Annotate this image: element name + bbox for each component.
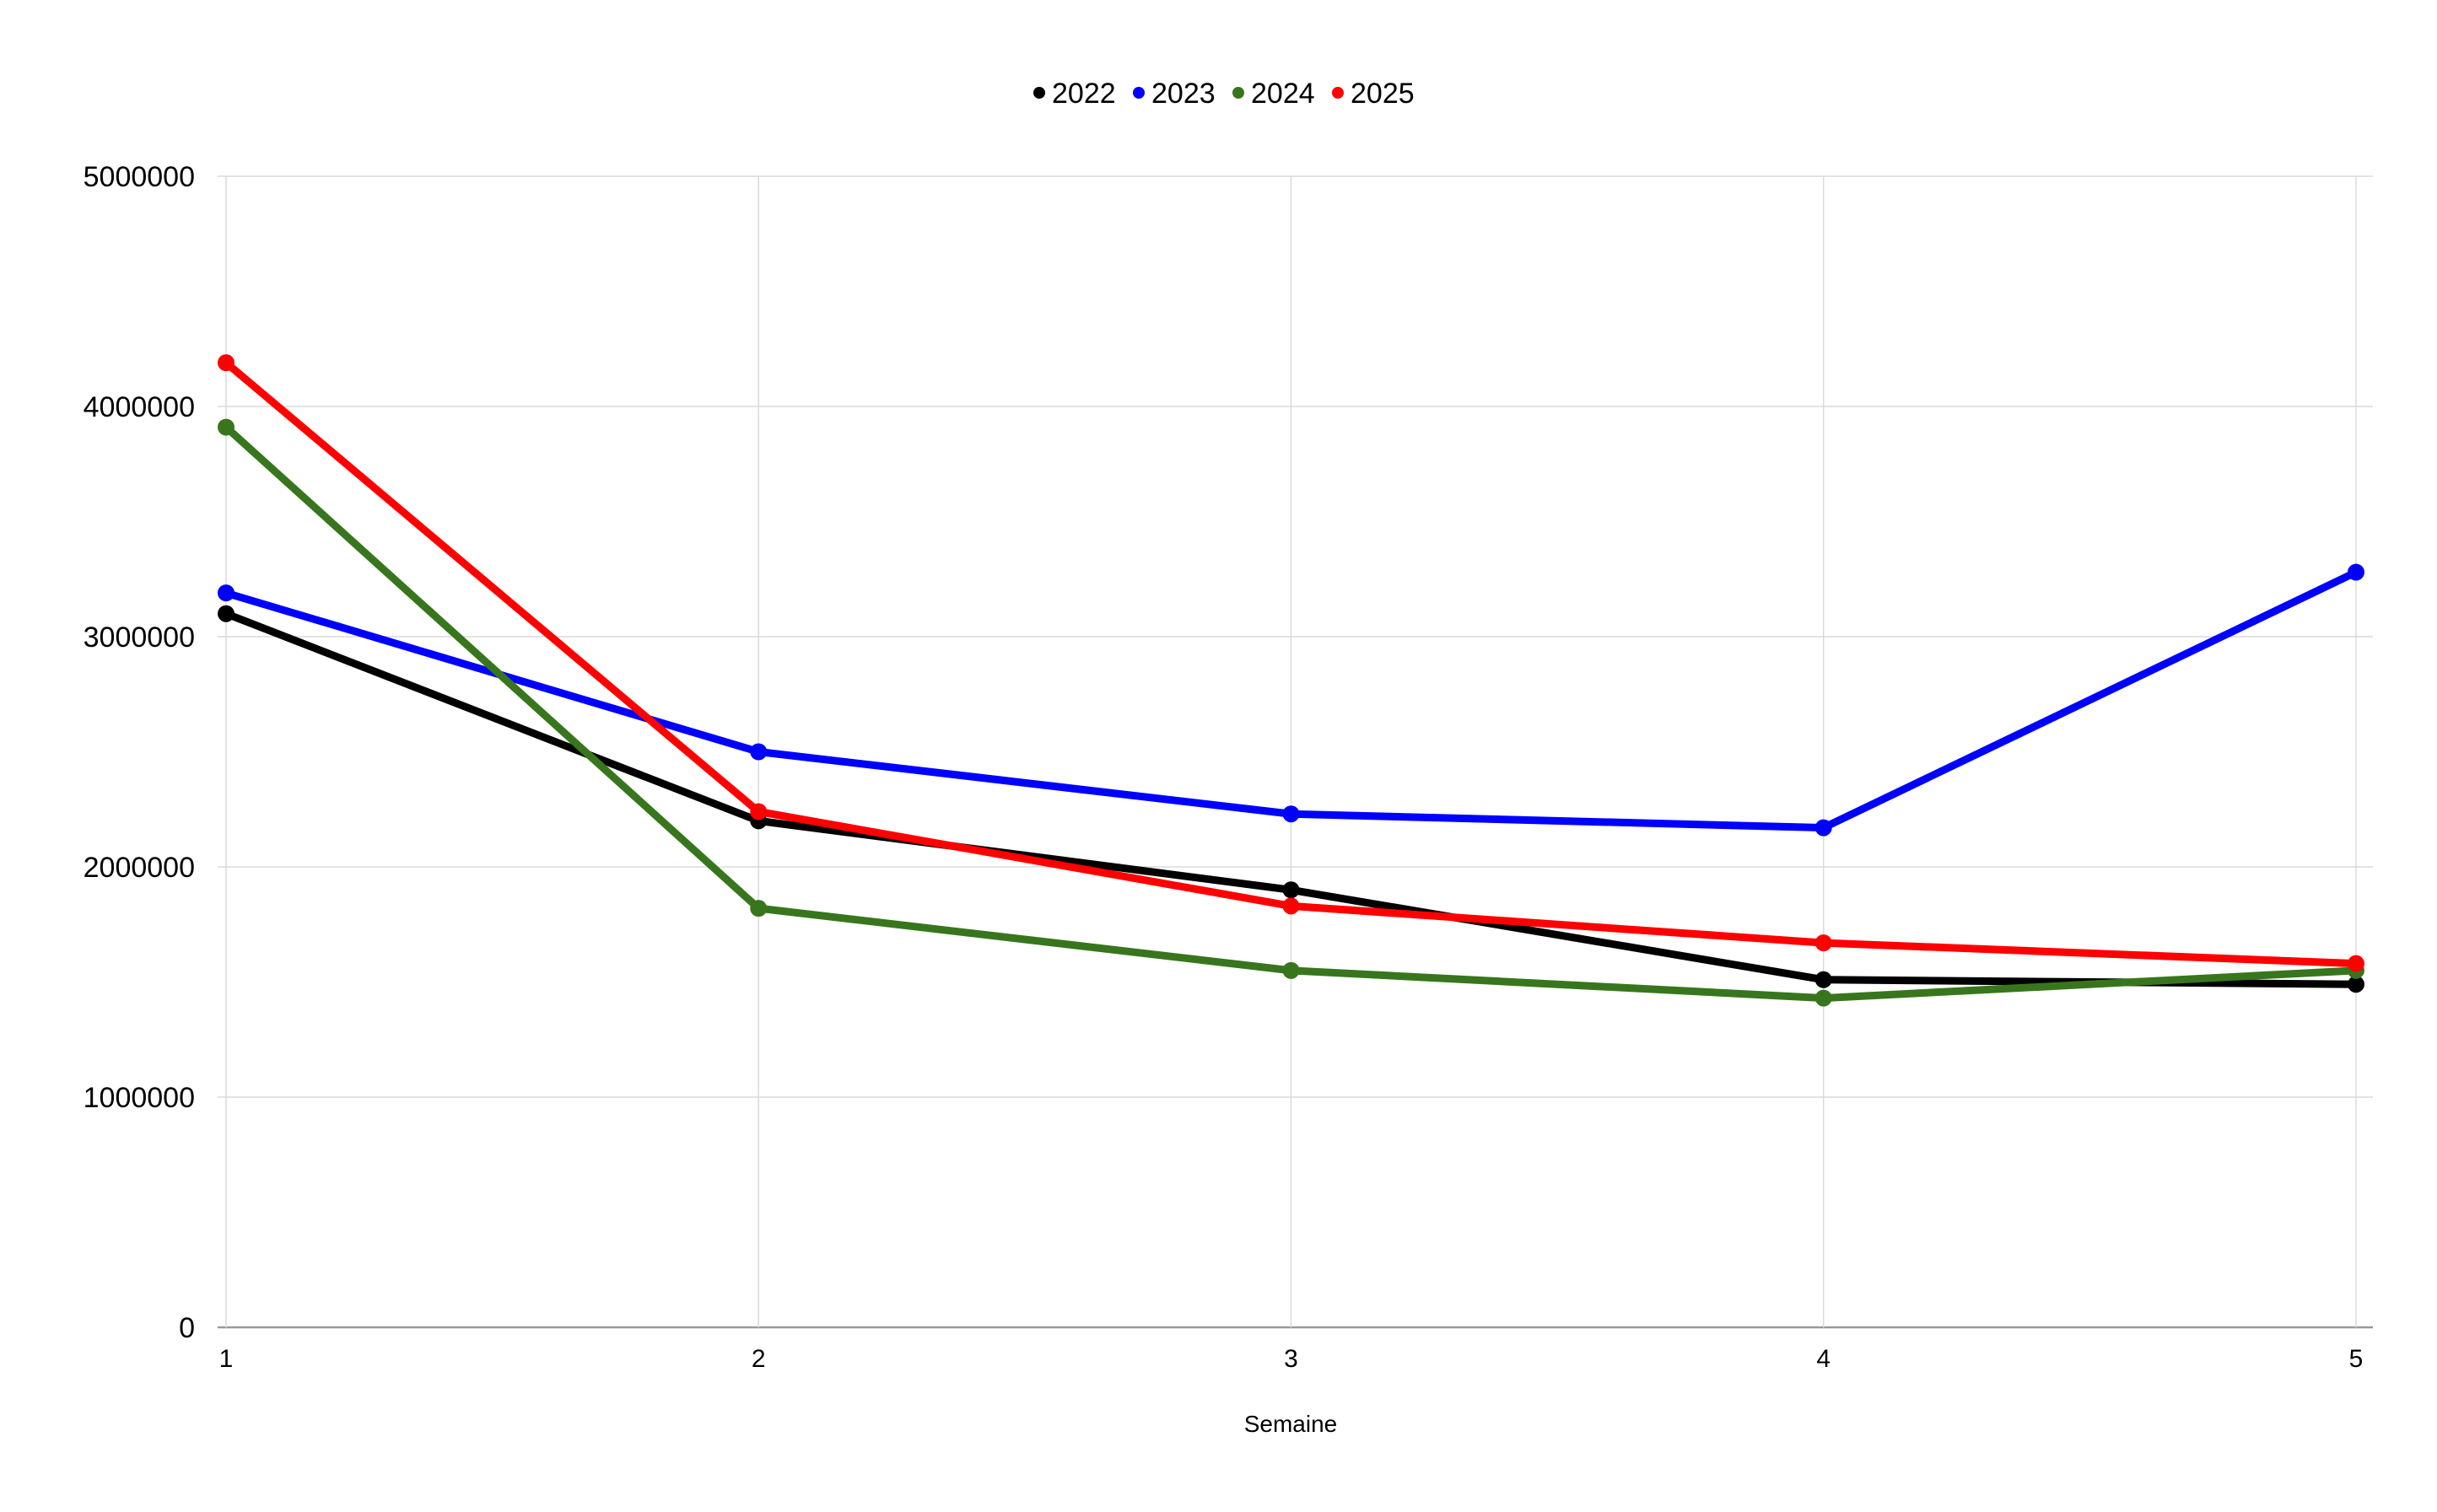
x-tick-label: 5 — [2349, 1345, 2364, 1373]
series-group — [218, 354, 2364, 1007]
x-axis-ticks: 1 2 3 4 5 — [219, 1345, 2364, 1373]
y-tick-label: 1000000 — [84, 1082, 195, 1114]
legend-label: 2023 — [1151, 78, 1216, 110]
series-2023 — [218, 563, 2364, 837]
data-point[interactable] — [218, 584, 235, 602]
grid — [218, 175, 2373, 1329]
data-point[interactable] — [218, 354, 235, 372]
data-point[interactable] — [218, 418, 235, 436]
data-point[interactable] — [1282, 897, 1300, 915]
y-tick-label: 4000000 — [84, 391, 195, 423]
legend-item-2024[interactable]: 2024 — [1232, 78, 1315, 110]
data-point[interactable] — [1282, 805, 1300, 823]
x-tick-label: 4 — [1816, 1345, 1830, 1373]
legend-marker — [1133, 87, 1145, 99]
data-point[interactable] — [1814, 934, 1832, 952]
data-point[interactable] — [750, 803, 768, 821]
series-2025 — [218, 354, 2364, 972]
legend-label: 2025 — [1351, 78, 1415, 110]
legend-marker — [1033, 87, 1045, 99]
y-tick-label: 2000000 — [84, 852, 195, 884]
x-tick-label: 2 — [752, 1345, 766, 1373]
data-point[interactable] — [2348, 976, 2364, 993]
x-tick-label: 3 — [1284, 1345, 1298, 1373]
legend-label: 2022 — [1052, 78, 1116, 110]
legend-item-2022[interactable]: 2022 — [1033, 78, 1116, 110]
x-axis-label: Semaine — [1244, 1411, 1338, 1437]
y-axis-ticks: 0 1000000 2000000 3000000 4000000 5000000 — [84, 161, 195, 1344]
data-point[interactable] — [2348, 563, 2364, 581]
legend: 2022 2023 2024 2025 — [1033, 78, 1415, 110]
y-tick-label: 3000000 — [84, 621, 195, 654]
data-point[interactable] — [218, 605, 235, 622]
legend-marker — [1332, 87, 1344, 99]
data-point[interactable] — [750, 743, 768, 761]
data-point[interactable] — [1814, 971, 1832, 988]
y-tick-label: 5000000 — [84, 161, 195, 193]
legend-item-2025[interactable]: 2025 — [1332, 78, 1415, 110]
data-point[interactable] — [2348, 955, 2364, 972]
legend-marker — [1232, 87, 1244, 99]
legend-label: 2024 — [1251, 78, 1315, 110]
data-point[interactable] — [750, 900, 768, 917]
legend-item-2023[interactable]: 2023 — [1133, 78, 1216, 110]
y-tick-label: 0 — [179, 1312, 195, 1344]
data-point[interactable] — [1814, 819, 1832, 837]
data-point[interactable] — [1814, 989, 1832, 1007]
data-point[interactable] — [1282, 881, 1300, 899]
data-point[interactable] — [1282, 961, 1300, 979]
x-tick-label: 1 — [219, 1345, 234, 1373]
